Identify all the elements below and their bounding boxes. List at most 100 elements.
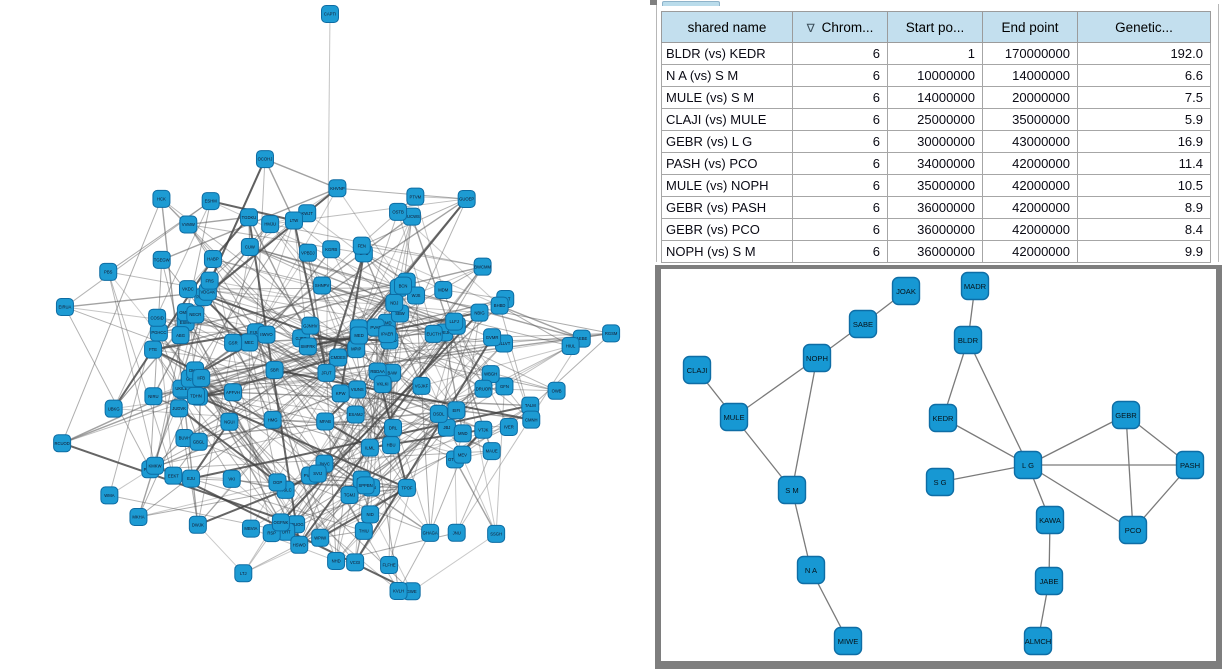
- network-node-ALMCH[interactable]: ALMCH: [1023, 626, 1053, 656]
- network-node[interactable]: OWB: [547, 381, 566, 400]
- network-edge[interactable]: [411, 533, 497, 592]
- network-edge[interactable]: [386, 333, 484, 390]
- table-cell[interactable]: 34000000: [887, 152, 983, 175]
- network-edge[interactable]: [157, 317, 257, 333]
- network-node[interactable]: RGSM: [602, 324, 621, 343]
- network-edge[interactable]: [194, 369, 287, 491]
- network-node[interactable]: BWCMM: [473, 257, 492, 276]
- network-node-NOPH[interactable]: NOPH: [802, 343, 832, 373]
- network-node[interactable]: FTE: [144, 340, 163, 359]
- network-node[interactable]: NECR: [186, 305, 205, 324]
- network-node[interactable]: FLFHE: [380, 556, 399, 575]
- network-edge[interactable]: [398, 532, 431, 592]
- network-edge[interactable]: [195, 314, 357, 350]
- table-cell[interactable]: NOPH (vs) S M: [661, 240, 793, 263]
- network-edge[interactable]: [249, 246, 417, 297]
- network-edge[interactable]: [358, 216, 413, 329]
- network-node[interactable]: VKLKI: [373, 375, 392, 394]
- network-edge[interactable]: [255, 220, 295, 333]
- network-edge[interactable]: [200, 377, 431, 534]
- network-node[interactable]: TGEGW: [152, 250, 171, 269]
- table-row[interactable]: GEBR (vs) PCO 6 36000000 42000000 8.4: [661, 218, 1211, 241]
- network-node[interactable]: IIFB: [192, 369, 211, 388]
- table-cell[interactable]: PASH (vs) PCO: [661, 152, 793, 175]
- network-node-NA[interactable]: N A: [796, 555, 826, 585]
- network-edge[interactable]: [321, 285, 484, 390]
- network-node[interactable]: KVLH: [389, 582, 408, 601]
- network-edge[interactable]: [189, 378, 358, 391]
- network-node[interactable]: SPPBN: [356, 476, 375, 495]
- network-edge[interactable]: [197, 524, 244, 574]
- table-cell[interactable]: MULE (vs) S M: [661, 86, 793, 109]
- network-edge[interactable]: [178, 408, 199, 525]
- network-edge[interactable]: [158, 280, 407, 334]
- table-row[interactable]: CLAJI (vs) MULE 6 25000000 35000000 5.9: [661, 108, 1211, 131]
- network-node[interactable]: HSWO: [290, 535, 309, 554]
- network-edge-NOPH-SM[interactable]: [791, 357, 818, 491]
- network-node[interactable]: ESHM: [201, 192, 220, 211]
- network-node[interactable]: EUCTH: [424, 324, 443, 343]
- table-cell[interactable]: 14000000: [982, 64, 1078, 87]
- table-cell[interactable]: 42000000: [982, 152, 1078, 175]
- network-edge[interactable]: [269, 223, 422, 387]
- table-cell[interactable]: 6: [792, 196, 888, 219]
- network-node-MIWE[interactable]: MIWE: [833, 626, 863, 656]
- network-node[interactable]: VGJKF: [412, 376, 431, 395]
- network-edge[interactable]: [310, 302, 395, 327]
- network-edge[interactable]: [255, 331, 371, 449]
- table-cell[interactable]: 14000000: [887, 86, 983, 109]
- network-node[interactable]: HABP: [203, 250, 222, 269]
- network-node[interactable]: TGMJ: [340, 485, 359, 504]
- network-node-KAWA[interactable]: KAWA: [1035, 505, 1065, 535]
- table-cell[interactable]: 42000000: [982, 218, 1078, 241]
- network-node[interactable]: SHNPV: [313, 276, 332, 295]
- network-edge[interactable]: [248, 341, 392, 446]
- table-cell[interactable]: N A (vs) S M: [661, 64, 793, 87]
- network-edge[interactable]: [249, 246, 458, 327]
- network-node-MADR[interactable]: MADR: [960, 271, 990, 301]
- detail-network-canvas[interactable]: JOAK MADR SABE NOPH BLDR CLAJI MULE KEDR GEBR L G…: [661, 269, 1216, 661]
- network-node[interactable]: HMG: [263, 410, 282, 429]
- network-node[interactable]: GFN: [495, 377, 514, 396]
- network-node[interactable]: NID: [361, 505, 380, 524]
- network-edge[interactable]: [113, 200, 212, 409]
- table-cell[interactable]: 25000000: [887, 108, 983, 131]
- column-header-end-point[interactable]: End point: [982, 11, 1078, 43]
- network-node[interactable]: CMDES: [329, 348, 348, 367]
- network-node[interactable]: WJS: [407, 286, 426, 305]
- column-header-shared-name[interactable]: shared name: [661, 11, 793, 43]
- network-edge[interactable]: [64, 306, 151, 470]
- table-cell[interactable]: 20000000: [982, 86, 1078, 109]
- table-cell[interactable]: 7.5: [1077, 86, 1211, 109]
- table-cell[interactable]: 16.9: [1077, 130, 1211, 153]
- network-node[interactable]: KGRB: [322, 240, 341, 259]
- network-node[interactable]: SBR: [265, 360, 284, 379]
- network-node[interactable]: EJU: [182, 469, 201, 488]
- network-edge[interactable]: [149, 259, 163, 470]
- network-edge[interactable]: [202, 296, 309, 347]
- network-edge[interactable]: [388, 372, 393, 566]
- network-edge-NOPH-MULE[interactable]: [733, 357, 818, 418]
- network-edge-GEBR-PCO[interactable]: [1125, 414, 1134, 531]
- network-node[interactable]: HMJU: [261, 215, 280, 234]
- network-node[interactable]: MEC: [240, 333, 259, 352]
- network-edge[interactable]: [386, 322, 457, 411]
- network-edge[interactable]: [184, 326, 377, 439]
- network-node[interactable]: NIRU: [144, 387, 163, 406]
- table-cell[interactable]: 42000000: [982, 174, 1078, 197]
- network-edge[interactable]: [321, 285, 448, 428]
- network-node[interactable]: NDJ: [385, 293, 404, 312]
- network-node[interactable]: ABG: [171, 326, 190, 345]
- table-row[interactable]: GEBR (vs) L G 6 30000000 43000000 16.9: [661, 130, 1211, 153]
- table-cell[interactable]: 192.0: [1077, 42, 1211, 65]
- network-edge[interactable]: [107, 271, 156, 466]
- network-edge[interactable]: [64, 306, 356, 415]
- network-edge[interactable]: [158, 332, 279, 483]
- network-edge[interactable]: [231, 478, 282, 523]
- network-node[interactable]: BCN: [394, 276, 413, 295]
- network-edge-LG-GEBR[interactable]: [1027, 414, 1127, 466]
- table-cell[interactable]: MULE (vs) NOPH: [661, 174, 793, 197]
- filter-icon[interactable]: ∇: [806, 20, 815, 35]
- network-edge[interactable]: [415, 295, 431, 533]
- network-edge[interactable]: [138, 372, 327, 518]
